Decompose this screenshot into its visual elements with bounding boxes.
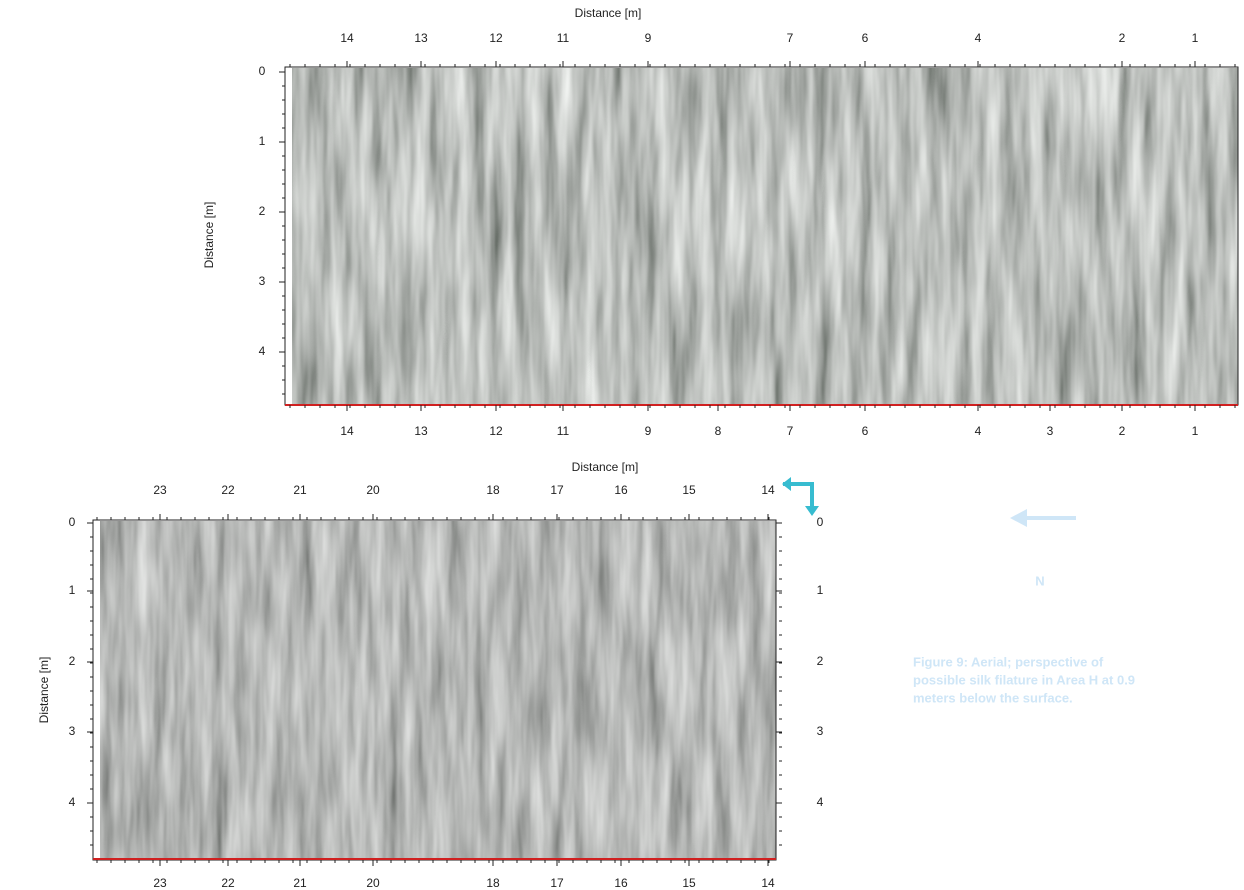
tick-label: 21 — [293, 876, 307, 890]
tick-label: 9 — [645, 424, 652, 438]
tick-label: 16 — [614, 876, 628, 890]
tick-label: 13 — [414, 424, 428, 438]
north-label: N — [1035, 573, 1044, 588]
tick-label: 3 — [259, 274, 266, 288]
tick-label: 12 — [489, 31, 503, 45]
tick-label: 9 — [645, 31, 652, 45]
tick-label: 12 — [489, 424, 503, 438]
tick-label: 2 — [69, 654, 76, 668]
tick-label: 14 — [340, 31, 354, 45]
tick-label: 1 — [259, 134, 266, 148]
tick-label: 22 — [221, 876, 235, 890]
y-axis-label: Distance [m] — [202, 202, 216, 269]
tick-label: 11 — [557, 424, 570, 438]
tick-label: 2 — [1119, 424, 1126, 438]
tick-label: 0 — [817, 515, 824, 529]
tick-label: 18 — [486, 876, 500, 890]
tick-label: 3 — [1047, 424, 1054, 438]
tick-label: 1 — [1192, 424, 1199, 438]
tick-label: 7 — [787, 424, 794, 438]
tick-label: 1 — [817, 583, 824, 597]
tick-label: 3 — [817, 724, 824, 738]
tick-label: 1 — [1192, 31, 1199, 45]
x-axis-label: Distance [m] — [572, 460, 639, 474]
tick-label: 3 — [69, 724, 76, 738]
tick-label: 23 — [153, 483, 167, 497]
tick-label: 4 — [975, 31, 982, 45]
tick-label: 4 — [259, 344, 266, 358]
tick-label: 4 — [817, 795, 824, 809]
tick-label: 7 — [787, 31, 794, 45]
tick-label: 22 — [221, 483, 235, 497]
x-axis-label: Distance [m] — [575, 6, 642, 20]
gpr-image-top — [292, 68, 1238, 404]
tick-label: 6 — [862, 424, 869, 438]
tick-label: 15 — [682, 483, 696, 497]
tick-label: 2 — [817, 654, 824, 668]
tick-label: 14 — [761, 876, 775, 890]
tick-label: 13 — [414, 31, 428, 45]
tick-label: 20 — [366, 876, 380, 890]
tick-label: 4 — [69, 795, 76, 809]
tick-label: 23 — [153, 876, 167, 890]
tick-label: 14 — [761, 483, 775, 497]
caption-line: Figure 9: Aerial; perspective of — [913, 654, 1104, 669]
caption-line: possible silk filature in Area H at 0.9 — [913, 672, 1135, 687]
tick-label: 21 — [293, 483, 307, 497]
tick-label: 2 — [259, 204, 266, 218]
y-axis-label: Distance [m] — [37, 657, 51, 724]
north-arrow-head — [1010, 509, 1027, 527]
tick-label: 1 — [69, 583, 76, 597]
tick-label: 11 — [557, 31, 570, 45]
tick-label: 6 — [862, 31, 869, 45]
tick-label: 16 — [614, 483, 628, 497]
tick-label: 8 — [715, 424, 722, 438]
corner-arrow — [783, 482, 814, 508]
tick-label: 17 — [550, 876, 564, 890]
tick-label: 0 — [69, 515, 76, 529]
tick-label: 18 — [486, 483, 500, 497]
tick-label: 15 — [682, 876, 696, 890]
gpr-image-bottom — [100, 521, 776, 859]
corner-arrow-heads — [782, 477, 819, 516]
tick-label: 17 — [550, 483, 564, 497]
tick-label: 4 — [975, 424, 982, 438]
tick-label: 2 — [1119, 31, 1126, 45]
caption-line: meters below the surface. — [913, 690, 1073, 705]
tick-label: 14 — [340, 424, 354, 438]
tick-label: 0 — [259, 64, 266, 78]
tick-label: 20 — [366, 483, 380, 497]
